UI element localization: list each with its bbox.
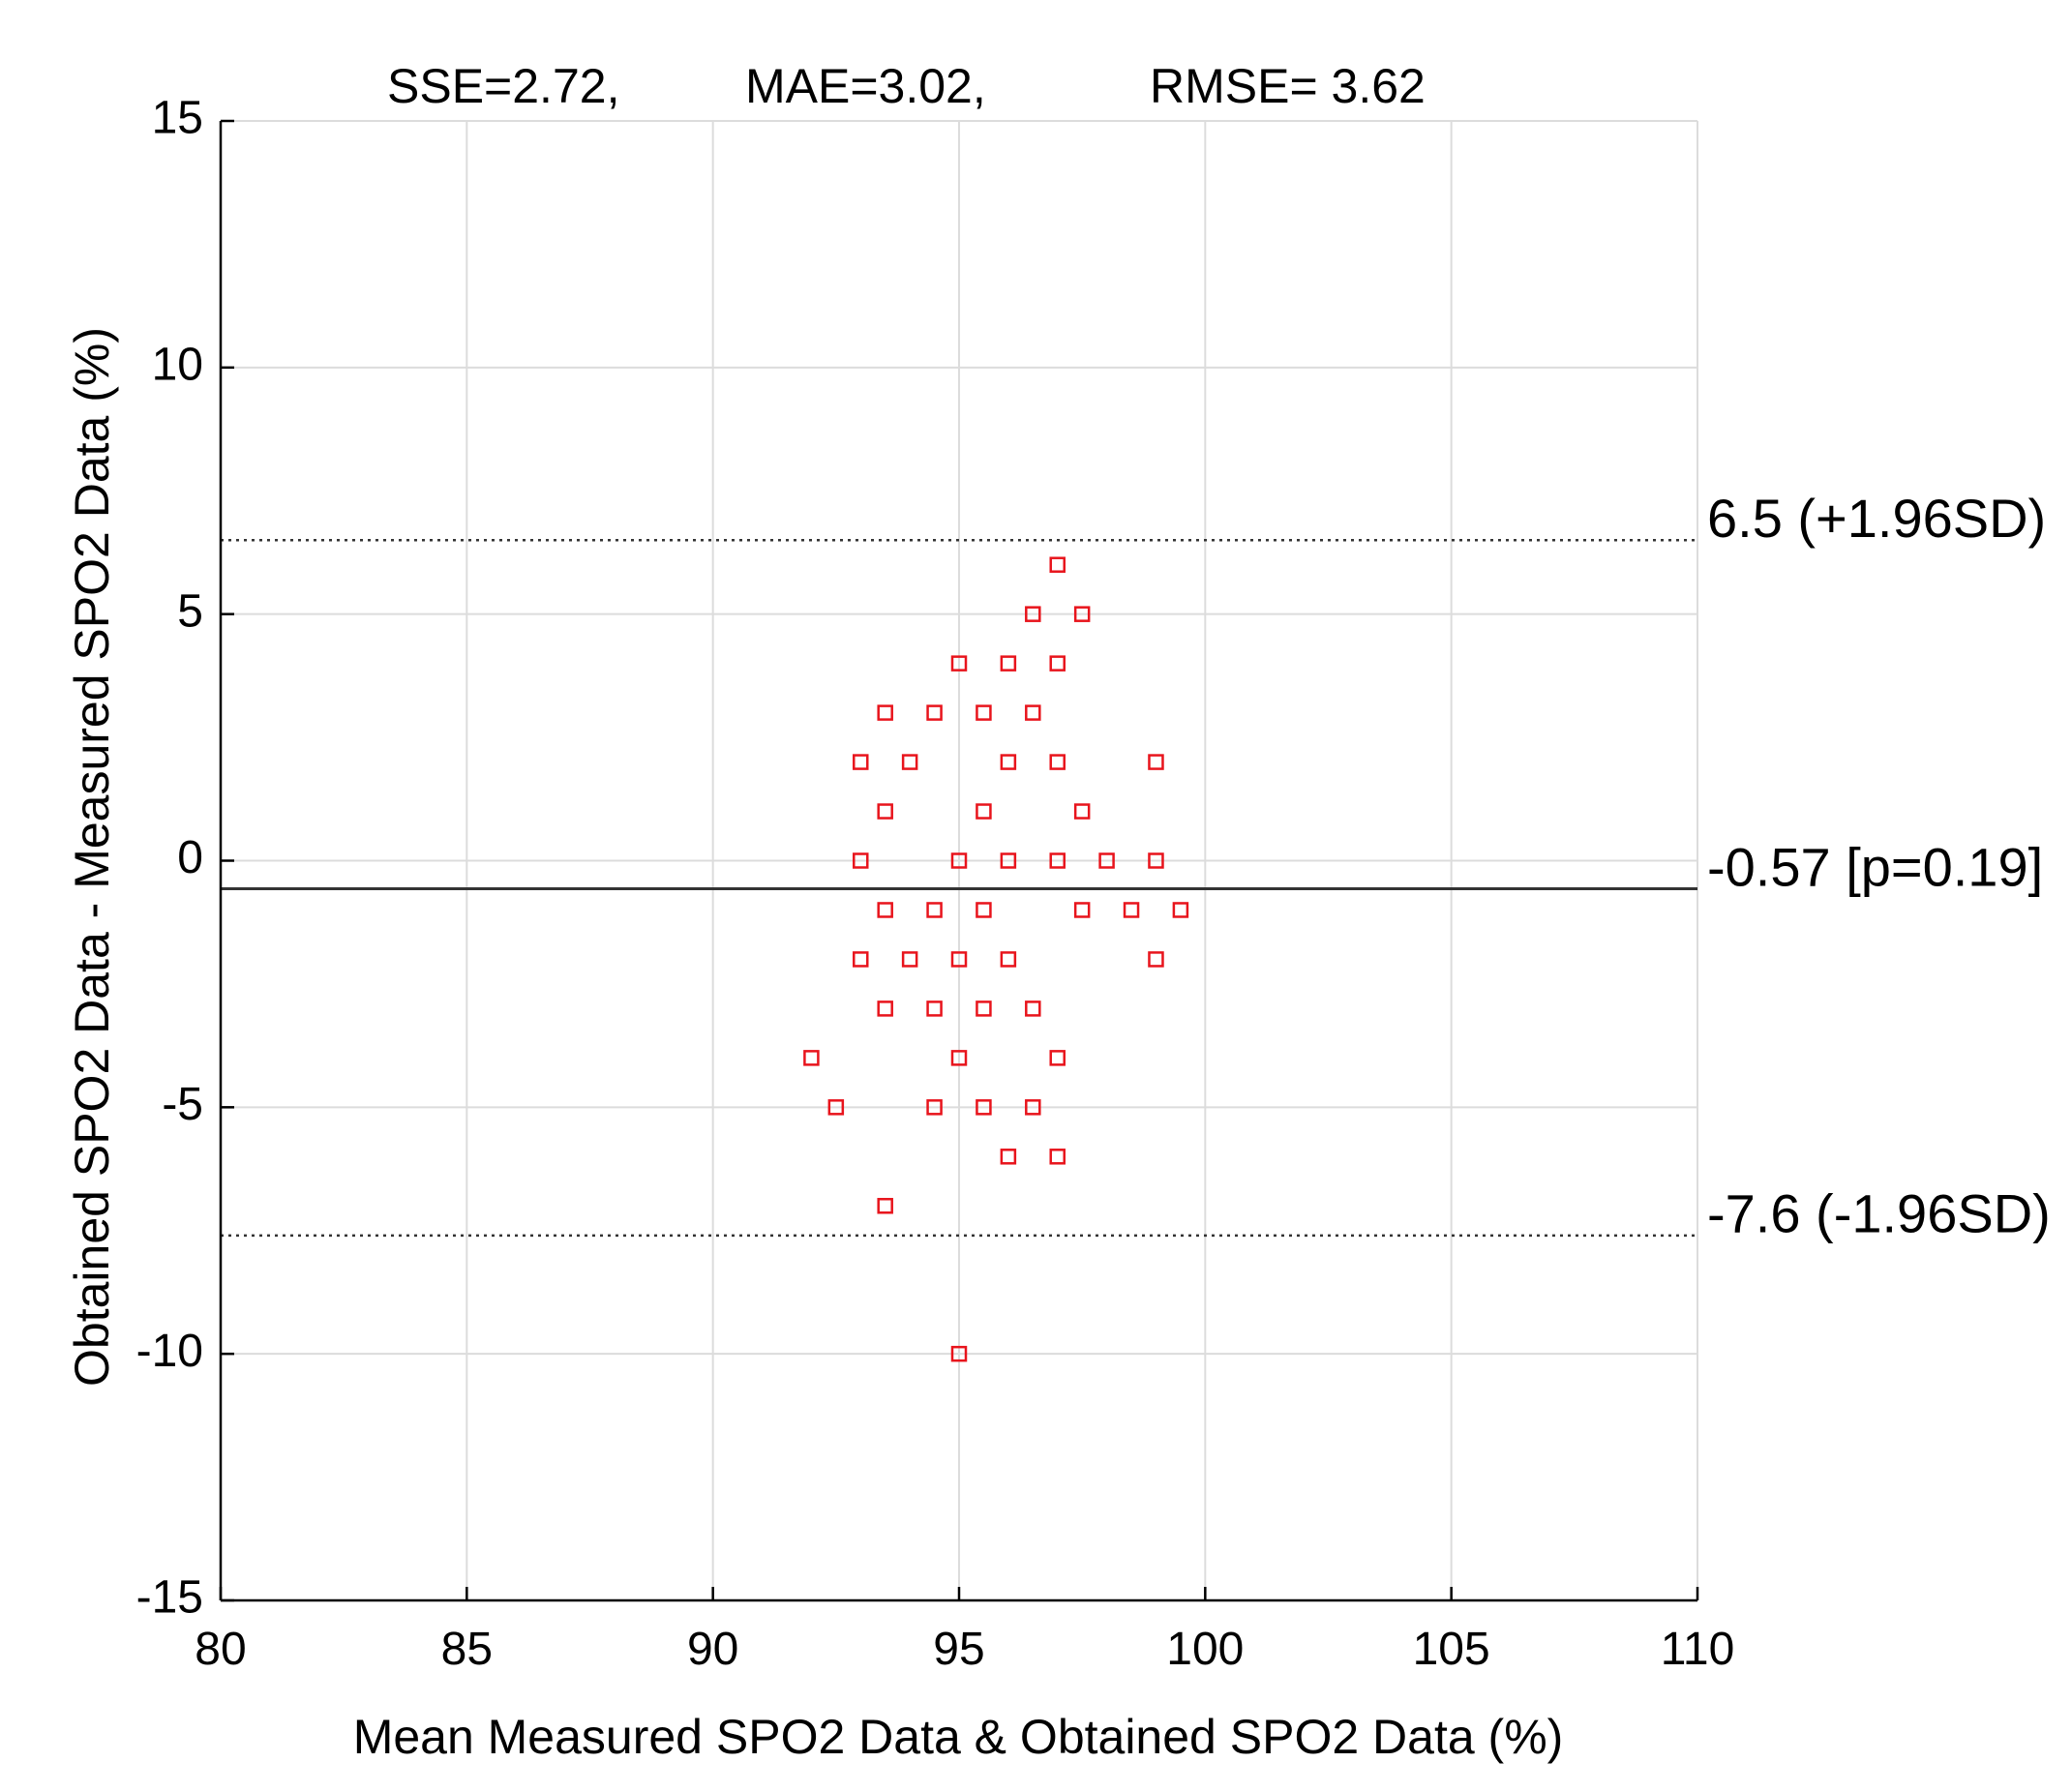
y-tick-label: 0 (177, 832, 203, 883)
data-point (1148, 754, 1164, 770)
data-point (853, 754, 869, 770)
mean-bias-label: -0.57 [p=0.19] (1707, 836, 2043, 897)
x-tick-label: 110 (1661, 1624, 1735, 1675)
data-point (1000, 951, 1017, 968)
data-point (877, 803, 893, 820)
y-tick-label: 10 (152, 340, 203, 391)
labels: 6.5 (+1.96SD) -0.57 [p=0.19] -7.6 (-1.96SD… (65, 59, 2051, 1764)
data-point (950, 852, 968, 869)
data-point (1049, 1149, 1066, 1165)
data-point (1025, 704, 1041, 721)
data-point (1123, 902, 1140, 918)
data-point (803, 1050, 820, 1066)
y-tick-label: -5 (162, 1079, 203, 1130)
data-point (1172, 902, 1189, 918)
data-point (853, 852, 869, 869)
data-point (1000, 754, 1017, 770)
data-point (1073, 902, 1091, 918)
x-tick-label: 100 (1166, 1624, 1244, 1675)
data-point (901, 951, 918, 968)
y-tick-label: -10 (136, 1326, 203, 1377)
data-point (926, 1001, 943, 1017)
grid (220, 120, 1698, 1601)
data-point (1025, 606, 1041, 622)
data-point (1073, 803, 1091, 820)
data-point (1000, 852, 1017, 869)
lower-limit-label: -7.6 (-1.96SD) (1707, 1183, 2051, 1244)
data-point (877, 1198, 893, 1214)
data-point (950, 1345, 968, 1362)
stat-label: MAE=3.02, (745, 59, 986, 113)
y-tick-label: 15 (152, 93, 203, 144)
data-point (950, 655, 968, 672)
data-point (926, 1099, 943, 1116)
data-point (1148, 951, 1164, 968)
stat-label: RMSE= 3.62 (1150, 59, 1426, 113)
data-point (1025, 1099, 1041, 1116)
data-point (901, 754, 918, 770)
axes (219, 119, 1699, 1602)
data-point (976, 902, 992, 918)
data-point (926, 704, 943, 721)
data-point (1049, 556, 1066, 573)
data-point (853, 951, 869, 968)
y-tick-label: -15 (136, 1572, 203, 1624)
x-tick-label: 105 (1413, 1624, 1490, 1675)
data-point (1049, 754, 1066, 770)
reference-lines (221, 538, 1697, 1238)
data-point (1000, 655, 1017, 672)
data-point (1025, 1001, 1041, 1017)
upper-limit-label: 6.5 (+1.96SD) (1707, 488, 2046, 549)
data-point (950, 1050, 968, 1066)
x-axis-title: Mean Measured SPO2 Data & Obtained SPO2 … (353, 1710, 1564, 1764)
data-point (976, 1099, 992, 1116)
data-point (976, 803, 992, 820)
data-point (1049, 1050, 1066, 1066)
data-point (976, 704, 992, 721)
data-point (1000, 1149, 1017, 1165)
data-point (1148, 852, 1164, 869)
x-tick-label: 80 (195, 1624, 246, 1675)
stat-label: SSE=2.72, (387, 59, 619, 113)
data-markers (803, 556, 1189, 1362)
data-point (1049, 852, 1066, 869)
x-tick-label: 85 (441, 1624, 493, 1675)
data-point (1073, 606, 1091, 622)
data-point (926, 902, 943, 918)
data-point (827, 1099, 845, 1116)
y-axis-title: Obtained SPO2 Data - Measured SPO2 Data … (65, 327, 119, 1387)
data-point (950, 951, 968, 968)
data-point (877, 1001, 893, 1017)
data-point (877, 704, 893, 721)
data-point (976, 1001, 992, 1017)
x-tick-label: 95 (933, 1624, 984, 1675)
data-point (877, 902, 893, 918)
y-tick-label: 5 (177, 585, 203, 637)
x-tick-label: 90 (687, 1624, 738, 1675)
data-point (1049, 655, 1066, 672)
data-point (1098, 852, 1115, 869)
